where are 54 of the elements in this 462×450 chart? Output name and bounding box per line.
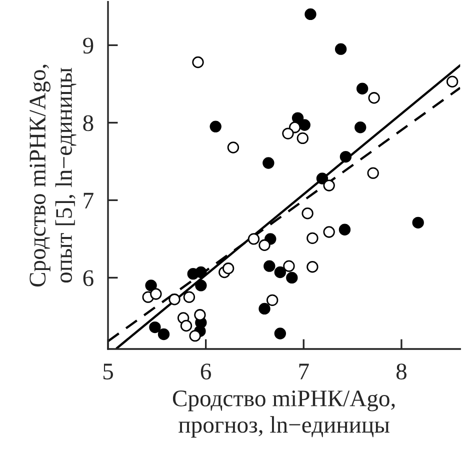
point xyxy=(282,128,294,140)
point xyxy=(304,8,316,20)
point xyxy=(195,266,207,278)
point xyxy=(274,266,286,278)
point xyxy=(356,82,368,94)
point xyxy=(306,261,318,273)
y-tick-label: 6 xyxy=(83,270,94,286)
point xyxy=(180,320,192,332)
point xyxy=(227,142,240,154)
point xyxy=(210,120,222,132)
point xyxy=(412,216,424,229)
x-tick-label: 5 xyxy=(103,364,113,380)
point xyxy=(334,43,347,55)
point xyxy=(189,330,201,342)
x-axis-title: Сродство miРНК/Ago, прогноз, ln−единицы xyxy=(172,390,395,438)
point xyxy=(183,291,196,303)
point xyxy=(266,294,278,306)
point xyxy=(264,260,276,272)
point xyxy=(258,239,270,251)
point xyxy=(168,294,180,306)
y-axis-title: Сродство miРНК/Ago, опыт [5], ln−единицы xyxy=(30,64,76,287)
point xyxy=(340,150,352,163)
point xyxy=(302,208,314,220)
point xyxy=(354,122,366,134)
point xyxy=(283,260,295,272)
point xyxy=(248,233,260,245)
point xyxy=(145,280,157,292)
point xyxy=(222,262,234,274)
point xyxy=(192,56,204,68)
x-tick-label: 6 xyxy=(200,364,212,380)
point xyxy=(298,119,310,131)
point xyxy=(367,167,379,179)
point xyxy=(149,321,161,334)
y-tick-label: 7 xyxy=(84,192,94,208)
point xyxy=(194,309,206,321)
point xyxy=(323,226,335,238)
point xyxy=(338,224,351,236)
x-tick-label: 7 xyxy=(299,364,309,380)
point xyxy=(195,280,207,292)
point xyxy=(323,180,335,192)
point xyxy=(150,288,162,300)
y-tick-label: 9 xyxy=(83,38,94,54)
point xyxy=(258,302,270,315)
x-tick-label: 8 xyxy=(396,364,406,380)
point xyxy=(286,272,298,284)
point xyxy=(446,76,458,88)
y-tick-label: 8 xyxy=(83,115,94,132)
point xyxy=(296,132,309,144)
point xyxy=(262,157,274,169)
point xyxy=(316,172,328,184)
point xyxy=(306,232,318,244)
point xyxy=(274,328,286,340)
point xyxy=(158,328,170,340)
point xyxy=(368,92,380,104)
